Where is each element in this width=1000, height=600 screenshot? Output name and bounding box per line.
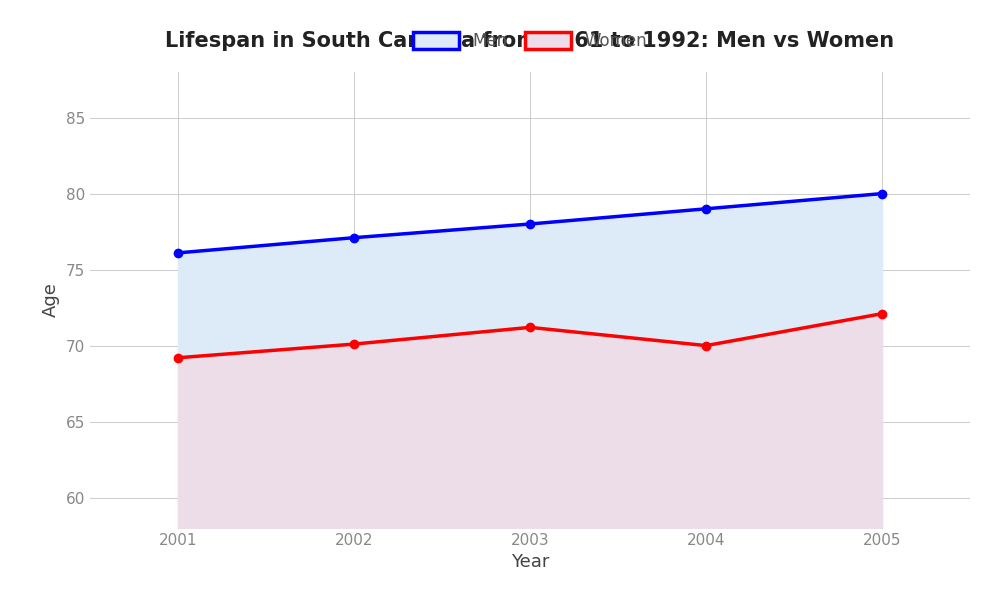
X-axis label: Year: Year <box>511 553 549 571</box>
Y-axis label: Age: Age <box>42 283 60 317</box>
Title: Lifespan in South Carolina from 1961 to 1992: Men vs Women: Lifespan in South Carolina from 1961 to … <box>165 31 895 51</box>
Legend: Men, Women: Men, Women <box>406 26 654 57</box>
